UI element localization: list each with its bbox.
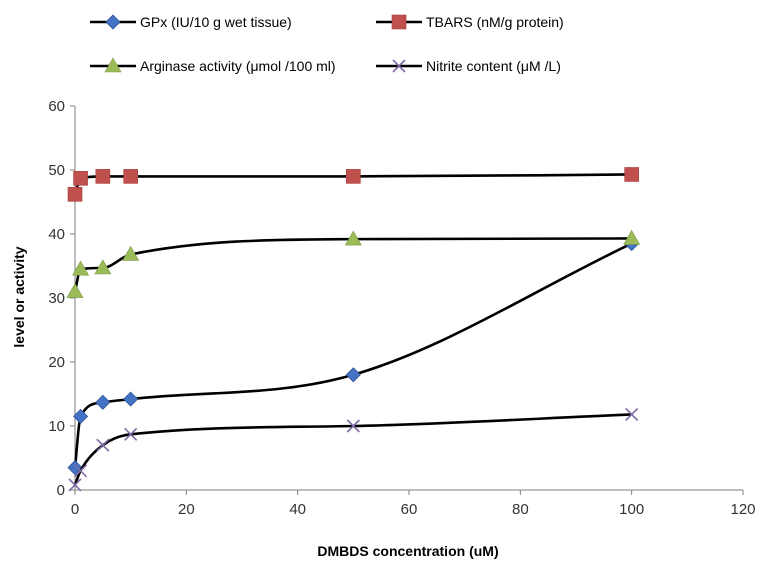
data-point-tbars: [346, 169, 361, 184]
legend: GPx (IU/10 g wet tissue) TBARS (nM/g prot…: [90, 14, 564, 74]
data-point-gpx: [123, 391, 139, 407]
legend-label: TBARS (nM/g protein): [426, 14, 564, 30]
legend-marker: [104, 57, 122, 73]
series-line-arginase-activity: [73, 237, 632, 292]
x-tick-label: 80: [512, 501, 529, 518]
y-tick-label: 40: [48, 226, 65, 243]
legend-marker: [391, 14, 407, 30]
legend-marker: [105, 14, 121, 30]
legend-label: GPx (IU/10 g wet tissue): [140, 14, 292, 30]
data-point-arginase-activity: [623, 229, 641, 245]
data-point-tbars: [123, 169, 138, 184]
legend-item-gpx: GPx (IU/10 g wet tissue): [90, 14, 292, 30]
data-point-arginase-activity: [94, 259, 112, 275]
data-point-arginase-activity: [66, 282, 84, 298]
data-point-arginase-activity: [344, 230, 362, 246]
x-tick-label: 20: [178, 501, 195, 518]
data-point-nitrite-content: [96, 438, 110, 452]
y-tick-label: 10: [48, 418, 65, 435]
y-tick-label: 30: [48, 290, 65, 307]
legend-marker: [392, 59, 406, 73]
data-point-gpx: [345, 367, 361, 383]
data-point-gpx: [95, 394, 111, 410]
y-tick-label: 20: [48, 354, 65, 371]
y-tick-label: 60: [48, 98, 65, 115]
data-point-nitrite-content: [625, 407, 639, 422]
data-point-tbars: [67, 187, 83, 202]
data-point-tbars: [624, 167, 639, 182]
y-tick-label: 50: [48, 162, 65, 179]
data-point-tbars: [73, 171, 88, 186]
x-tick-label: 120: [730, 501, 755, 518]
x-tick-label: 100: [619, 501, 644, 518]
y-axis-title: level or activity: [11, 246, 27, 347]
data-point-nitrite-content: [74, 464, 88, 478]
x-axis-title: DMBDS concentration (uM): [317, 543, 498, 559]
data-point-gpx: [73, 408, 89, 424]
legend-label: Arginase activity (μmol /100 ml): [140, 58, 336, 74]
y-tick-label: 0: [57, 482, 65, 499]
data-point-tbars: [95, 169, 111, 184]
legend-item-nitrite-content: Nitrite content (μM /L): [376, 58, 561, 74]
data-point-arginase-activity: [72, 260, 90, 276]
data-point-gpx: [67, 460, 83, 476]
legend-label: Nitrite content (μM /L): [426, 58, 561, 74]
x-tick-label: 40: [289, 501, 306, 518]
legend-item-tbars: TBARS (nM/g protein): [376, 14, 564, 30]
x-tick-label: 0: [71, 501, 79, 518]
legend-item-arginase-activity: Arginase activity (μmol /100 ml): [90, 57, 336, 74]
data-point-nitrite-content: [124, 427, 138, 441]
data-point-nitrite-content: [346, 419, 360, 433]
x-tick-label: 60: [401, 501, 418, 518]
data-point-arginase-activity: [122, 245, 140, 261]
data-point-nitrite-content: [68, 478, 82, 492]
plot-area: 0 10 20 30 40 50 60 0 20 40 60 80 100 120: [48, 98, 755, 518]
series-line-gpx: [73, 242, 633, 468]
